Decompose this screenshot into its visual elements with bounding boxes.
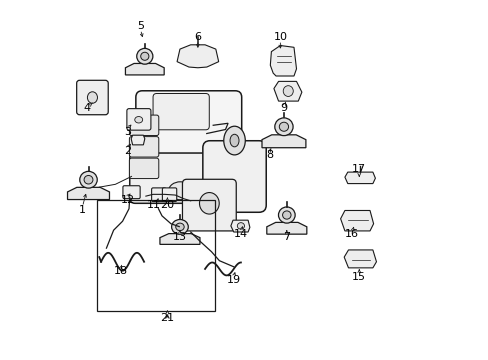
Polygon shape	[131, 135, 144, 145]
Text: 12: 12	[121, 195, 135, 205]
Text: 13: 13	[173, 232, 186, 242]
Ellipse shape	[168, 182, 192, 200]
Text: 14: 14	[233, 229, 247, 239]
Polygon shape	[262, 135, 305, 148]
Text: 6: 6	[194, 32, 201, 41]
Ellipse shape	[237, 223, 244, 229]
Polygon shape	[177, 45, 218, 68]
Polygon shape	[67, 187, 109, 199]
FancyBboxPatch shape	[153, 94, 209, 130]
Ellipse shape	[137, 48, 153, 64]
Text: 19: 19	[226, 275, 240, 285]
Polygon shape	[340, 211, 373, 231]
Ellipse shape	[274, 118, 292, 136]
Ellipse shape	[171, 220, 188, 234]
Polygon shape	[266, 222, 306, 234]
Ellipse shape	[141, 52, 148, 60]
Text: 15: 15	[351, 272, 366, 282]
Text: 1: 1	[79, 206, 86, 216]
Text: 20: 20	[160, 200, 174, 210]
Text: 4: 4	[84, 103, 91, 113]
Text: 21: 21	[160, 313, 174, 323]
FancyBboxPatch shape	[129, 158, 159, 179]
Ellipse shape	[282, 211, 290, 219]
FancyBboxPatch shape	[203, 141, 265, 212]
FancyBboxPatch shape	[122, 186, 140, 199]
Ellipse shape	[278, 207, 295, 223]
Polygon shape	[273, 81, 301, 101]
Polygon shape	[344, 250, 376, 268]
Ellipse shape	[84, 175, 93, 184]
Polygon shape	[230, 220, 249, 232]
FancyBboxPatch shape	[151, 188, 165, 202]
Polygon shape	[270, 45, 296, 76]
Text: 2: 2	[124, 146, 131, 156]
Text: 16: 16	[345, 229, 358, 239]
FancyBboxPatch shape	[129, 153, 246, 203]
FancyBboxPatch shape	[162, 188, 176, 202]
Text: 18: 18	[114, 266, 127, 276]
Ellipse shape	[229, 134, 239, 147]
FancyBboxPatch shape	[129, 115, 159, 135]
FancyBboxPatch shape	[77, 80, 108, 115]
FancyBboxPatch shape	[126, 109, 151, 130]
Ellipse shape	[80, 171, 97, 188]
Polygon shape	[160, 234, 200, 244]
Text: 3: 3	[124, 127, 131, 136]
Ellipse shape	[224, 126, 245, 155]
Text: 5: 5	[137, 21, 143, 31]
Ellipse shape	[87, 92, 97, 103]
FancyBboxPatch shape	[136, 91, 241, 158]
FancyBboxPatch shape	[182, 179, 236, 231]
Text: 17: 17	[351, 164, 366, 174]
Text: 7: 7	[283, 232, 290, 242]
Ellipse shape	[283, 86, 293, 96]
Polygon shape	[344, 172, 375, 184]
Ellipse shape	[279, 122, 288, 131]
Text: 8: 8	[265, 150, 273, 160]
Text: 10: 10	[273, 32, 287, 41]
Text: 11: 11	[147, 200, 161, 210]
Polygon shape	[125, 63, 164, 75]
Ellipse shape	[199, 193, 219, 214]
Ellipse shape	[135, 117, 142, 123]
FancyBboxPatch shape	[129, 136, 159, 157]
Ellipse shape	[175, 223, 184, 231]
Text: 9: 9	[280, 103, 287, 113]
Bar	[97, 200, 215, 311]
